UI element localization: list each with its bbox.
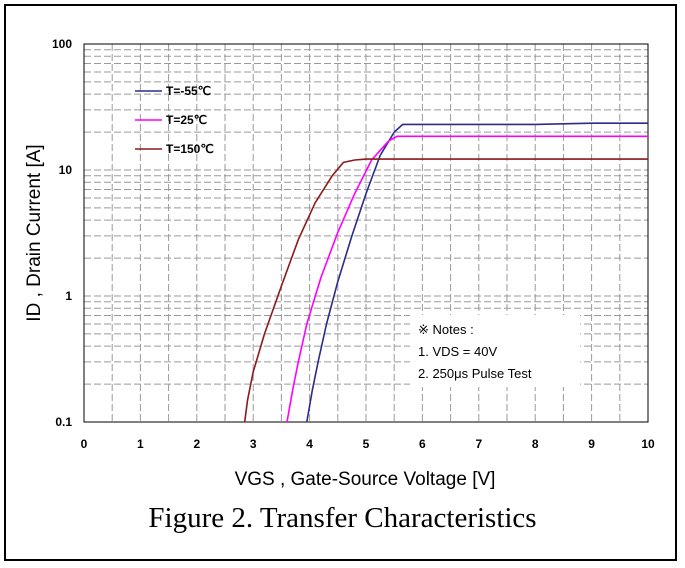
x-tick-label: 2 (193, 437, 200, 451)
x-tick-label: 8 (532, 437, 539, 451)
series-line-1 (306, 122, 648, 423)
note-line-3: 2. 250μs Pulse Test (418, 366, 532, 381)
x-tick-label: 4 (306, 437, 313, 451)
x-axis-label: VGS , Gate-Source Voltage [V] (235, 469, 496, 490)
legend: T=-55℃ T=25℃ T=150℃ (135, 84, 214, 156)
x-tick-label: 1 (137, 437, 144, 451)
y-tick-label: 0.1 (55, 415, 72, 429)
series-line-2 (286, 135, 648, 423)
x-tick-labels: 0 1 2 3 4 5 6 7 8 9 10 (81, 437, 655, 451)
y-tick-label: 1 (65, 289, 72, 303)
legend-label-3: T=150℃ (166, 142, 214, 156)
curves (243, 122, 648, 423)
x-tick-label: 3 (250, 437, 257, 451)
notes-box: ※ Notes : 1. VDS = 40V 2. 250μs Pulse Test (410, 315, 580, 387)
notes-background (410, 315, 580, 387)
y-axis-label: ID , Drain Current [A] (24, 144, 45, 321)
legend-label-2: T=25℃ (166, 113, 207, 127)
y-tick-label: 100 (52, 37, 72, 51)
transfer-characteristics-chart: 0 1 2 3 4 5 6 7 8 9 10 0.1 1 10 100 VGS , Gate-Source… (24, 37, 655, 490)
legend-label-1: T=-55℃ (166, 84, 211, 98)
y-tick-labels: 0.1 1 10 100 (52, 37, 72, 429)
note-line-1: ※ Notes : (418, 322, 474, 337)
figure-frame (4, 4, 677, 561)
x-tick-label: 10 (641, 437, 655, 451)
plot-border (83, 43, 649, 423)
figure-caption: Figure 2. Transfer Characteristics (148, 502, 537, 534)
x-tick-label: 7 (475, 437, 482, 451)
x-tick-label: 9 (588, 437, 595, 451)
series-line-3 (243, 158, 648, 423)
y-tick-label: 10 (59, 163, 73, 177)
note-line-2: 1. VDS = 40V (418, 344, 497, 359)
x-tick-label: 5 (363, 437, 370, 451)
x-tick-label: 6 (419, 437, 426, 451)
x-tick-label: 0 (81, 437, 88, 451)
